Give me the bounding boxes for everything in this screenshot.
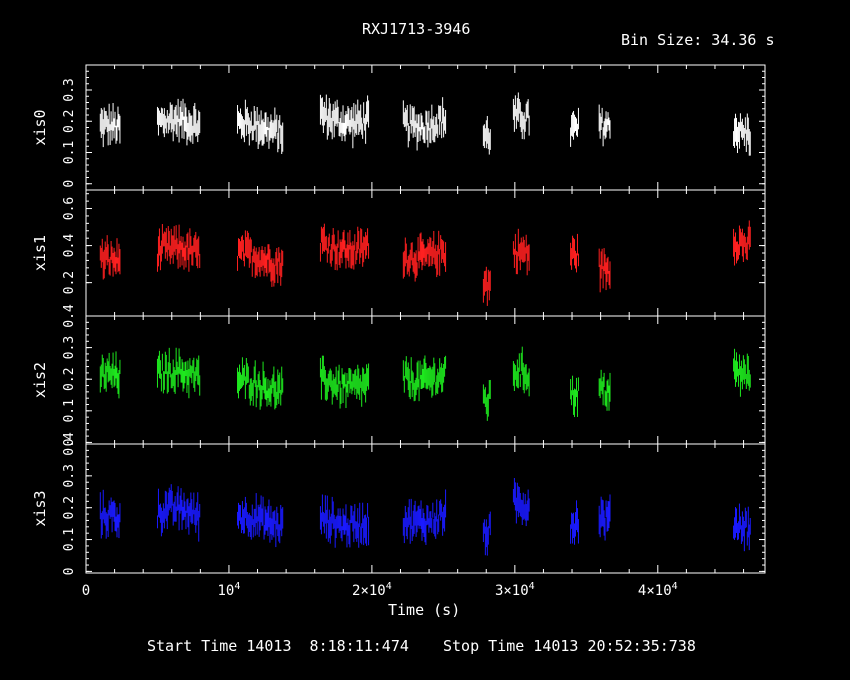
- y-tick-label-xis2: 0.4: [62, 304, 77, 328]
- y-tick-label-xis1: 0.2: [62, 271, 77, 294]
- panel-label-xis2: xis2: [31, 362, 49, 398]
- chart-title: RXJ1713-3946: [362, 20, 471, 38]
- y-tick-label-xis0: 0.2: [62, 110, 77, 133]
- y-tick-label-xis3: 0.4: [62, 432, 77, 456]
- y-tick-label-xis3: 0: [62, 567, 77, 575]
- y-tick-label-xis2: 0.2: [62, 367, 77, 390]
- x-tick-label: 3×104: [495, 581, 535, 599]
- bin-size-label: Bin Size: 34.36 s: [621, 31, 775, 49]
- panel-label-xis0: xis0: [31, 109, 49, 145]
- y-tick-label-xis3: 0.1: [62, 528, 77, 551]
- panel-label-xis1: xis1: [31, 235, 49, 271]
- x-tick-label: 104: [218, 581, 241, 599]
- stop-time-label: Stop Time 14013 20:52:35:738: [443, 637, 696, 655]
- y-tick-label-xis2: 0: [62, 439, 77, 447]
- x-tick-label: 4×104: [638, 581, 678, 599]
- y-tick-label-xis0: 0.1: [62, 141, 77, 164]
- y-tick-label-xis2: 0.1: [62, 399, 77, 422]
- y-tick-label-xis3: 0.3: [62, 464, 77, 487]
- panel-label-xis3: xis3: [31, 490, 49, 526]
- x-tick-label: 0: [82, 583, 90, 599]
- x-axis-title: Time (s): [388, 601, 461, 619]
- y-tick-label-xis1: 0.6: [62, 197, 77, 220]
- x-tick-label: 2×104: [352, 581, 392, 599]
- panel-frame-xis3: [85, 443, 766, 574]
- y-tick-label-xis3: 0.2: [62, 496, 77, 519]
- y-tick-label-xis0: 0.3: [62, 78, 77, 101]
- y-tick-label-xis0: 0: [62, 180, 77, 188]
- y-tick-label-xis1: 0.4: [62, 234, 77, 258]
- y-tick-label-xis2: 0.3: [62, 336, 77, 359]
- start-time-label: Start Time 14013 8:18:11:474: [147, 637, 409, 655]
